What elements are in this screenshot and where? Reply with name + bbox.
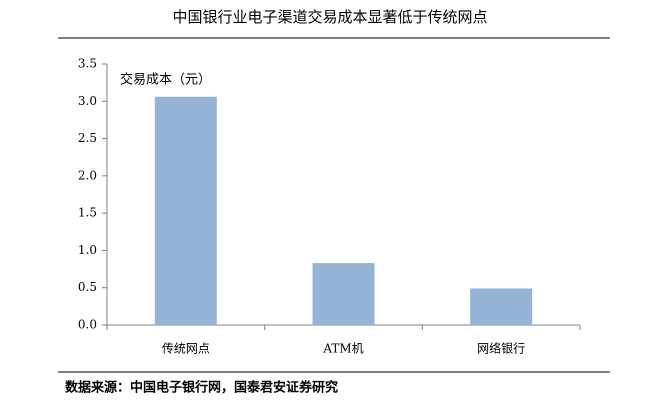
y-tick-label: 1.5 [78, 206, 97, 220]
y-tick-label: 0.5 [78, 280, 97, 294]
y-axis-label: 交易成本（元） [120, 72, 211, 88]
bar [154, 96, 217, 325]
bar [312, 263, 375, 325]
chart-title: 中国银行业电子渠道交易成本显著低于传统网点 [172, 8, 487, 26]
x-tick-label: 网络银行 [477, 341, 525, 356]
y-tick-label: 2.0 [78, 168, 97, 182]
y-tick-label: 1.0 [78, 243, 97, 257]
y-tick-label: 3.5 [78, 57, 97, 71]
bar [470, 288, 533, 325]
y-tick-label: 0.0 [78, 318, 97, 332]
y-tick-label: 3.0 [78, 94, 97, 108]
x-tick-label: 传统网点 [162, 341, 210, 356]
source-note: 数据来源：中国电子银行网，国泰君安证券研究 [65, 380, 338, 396]
y-tick-label: 2.5 [78, 131, 97, 145]
x-tick-label: ATM机 [322, 342, 363, 356]
